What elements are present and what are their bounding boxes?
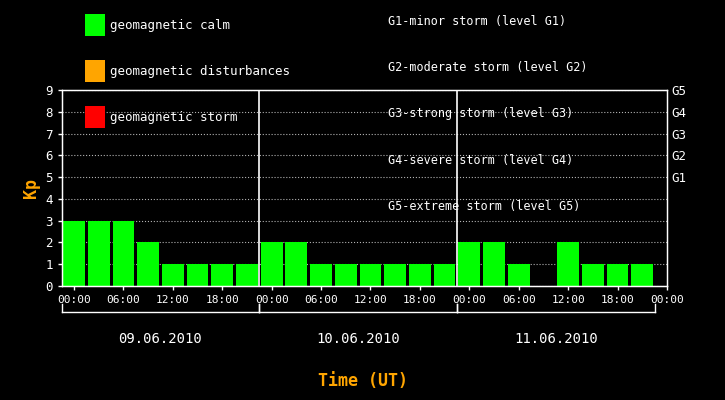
Bar (631, 264, 653, 286)
Text: geomagnetic disturbances: geomagnetic disturbances (110, 66, 290, 78)
Text: 10.06.2010: 10.06.2010 (316, 332, 400, 346)
Text: geomagnetic calm: geomagnetic calm (110, 20, 231, 32)
Bar (310, 264, 332, 286)
Bar (286, 242, 307, 286)
Bar (261, 242, 283, 286)
Bar (112, 221, 134, 286)
Bar (607, 264, 629, 286)
Text: G2-moderate storm (level G2): G2-moderate storm (level G2) (388, 62, 587, 74)
Bar (335, 264, 357, 286)
Text: 09.06.2010: 09.06.2010 (119, 332, 202, 346)
Bar (458, 242, 480, 286)
Bar (508, 264, 530, 286)
Bar (88, 221, 109, 286)
Text: G3-strong storm (level G3): G3-strong storm (level G3) (388, 108, 573, 120)
Bar (236, 264, 258, 286)
Text: G5-extreme storm (level G5): G5-extreme storm (level G5) (388, 200, 580, 212)
Text: 11.06.2010: 11.06.2010 (514, 332, 597, 346)
Bar (63, 221, 85, 286)
Bar (137, 242, 159, 286)
Y-axis label: Kp: Kp (22, 178, 40, 198)
Bar (162, 264, 183, 286)
Bar (360, 264, 381, 286)
Text: geomagnetic storm: geomagnetic storm (110, 112, 238, 124)
Bar (409, 264, 431, 286)
Text: G1-minor storm (level G1): G1-minor storm (level G1) (388, 16, 566, 28)
Bar (186, 264, 208, 286)
Bar (384, 264, 406, 286)
Text: G4-severe storm (level G4): G4-severe storm (level G4) (388, 154, 573, 166)
Text: Time (UT): Time (UT) (318, 372, 407, 390)
Bar (434, 264, 455, 286)
Bar (582, 264, 604, 286)
Bar (558, 242, 579, 286)
Bar (483, 242, 505, 286)
Bar (212, 264, 233, 286)
